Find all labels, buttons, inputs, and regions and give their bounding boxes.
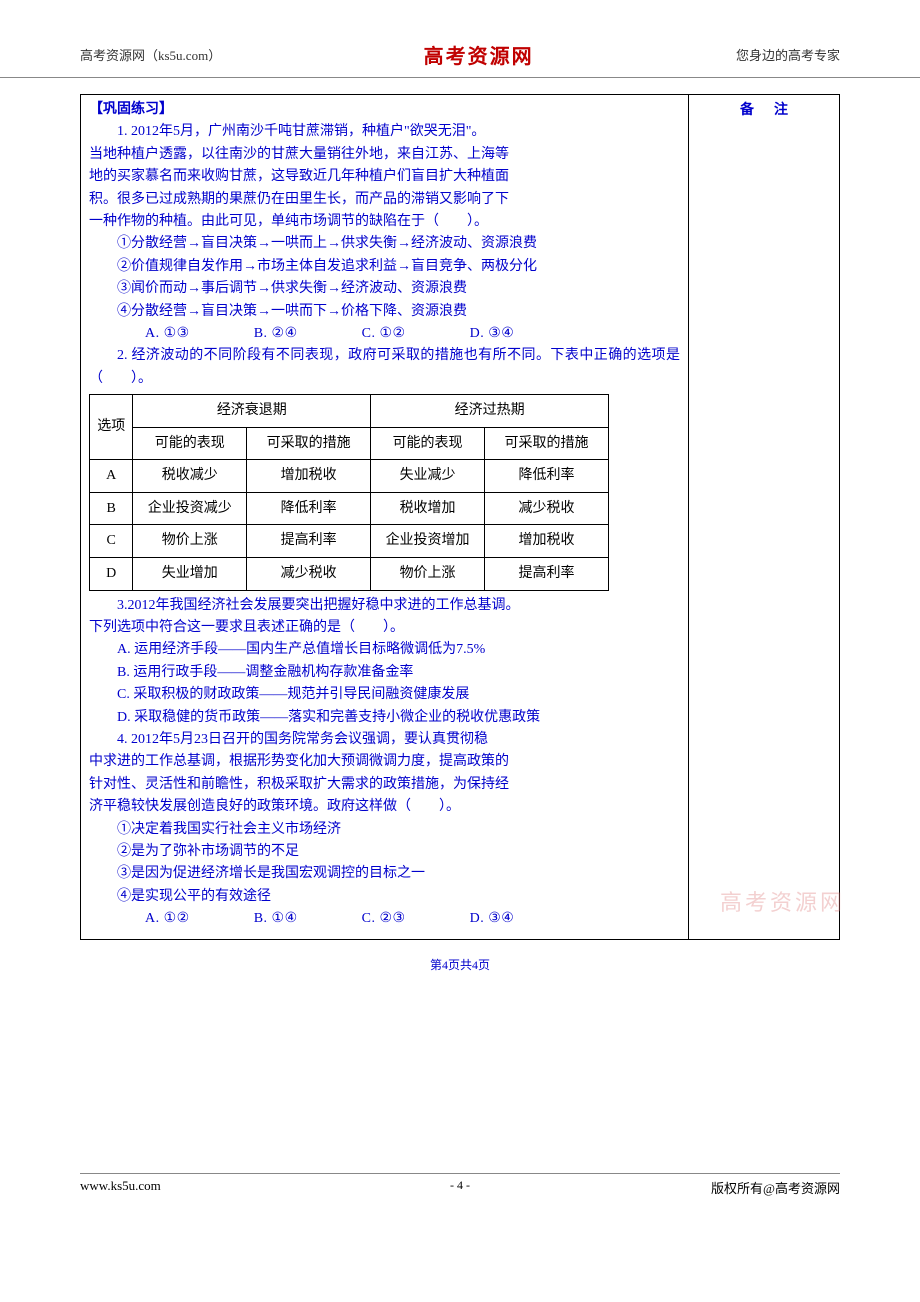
- cell: 提高利率: [247, 525, 371, 558]
- q3-opt: B. 运用行政手段——调整金融机构存款准备金率: [89, 662, 680, 684]
- cell: 减少税收: [247, 558, 371, 591]
- th-sub: 可采取的措施: [484, 427, 608, 460]
- section-title: 【巩固练习】: [89, 102, 173, 117]
- choice: A. ①③: [117, 323, 190, 345]
- cell: 增加税收: [484, 525, 608, 558]
- footer-center: - 4 -: [0, 1178, 920, 1193]
- choice: B. ①④: [226, 908, 298, 930]
- q4-opt: ③是因为促进经济增长是我国宏观调控的目标之一: [89, 863, 680, 885]
- main-frame: 【巩固练习】 1. 2012年5月，广州南沙千吨甘蔗滞销，种植户"欲哭无泪"。 …: [80, 94, 840, 940]
- th-select: 选项: [90, 395, 133, 460]
- q3-line: 下列选项中符合这一要求且表述正确的是（ ）。: [89, 617, 680, 639]
- choice: D. ③④: [442, 908, 515, 930]
- th-sub: 可采取的措施: [247, 427, 371, 460]
- q1-opt: ①分散经营→盲目决策→一哄而上→供求失衡→经济波动、资源浪费: [89, 233, 680, 255]
- row-key: B: [90, 492, 133, 525]
- page-header: 高考资源网（ks5u.com） 高考资源网 您身边的高考专家: [0, 0, 920, 78]
- header-left: 高考资源网（ks5u.com）: [80, 45, 221, 64]
- page-number-blue: 第4页共4页: [0, 956, 920, 973]
- page-footer: www.ks5u.com - 4 - 版权所有@高考资源网: [80, 1173, 840, 1197]
- q3-line: 3.2012年我国经济社会发展要突出把握好稳中求进的工作总基调。: [89, 595, 680, 617]
- row-key: D: [90, 558, 133, 591]
- q1-line: 一种作物的种植。由此可见，单纯市场调节的缺陷在于（ ）。: [89, 211, 680, 233]
- q4-opt: ②是为了弥补市场调节的不足: [89, 841, 680, 863]
- choice: A. ①②: [117, 908, 190, 930]
- q3-opt: C. 采取积极的财政政策——规范并引导民间融资健康发展: [89, 684, 680, 706]
- q1-opt: ②价值规律自发作用→市场主体自发追求利益→盲目竞争、两极分化: [89, 256, 680, 278]
- cell: 税收增加: [371, 492, 485, 525]
- cell: 企业投资减少: [133, 492, 247, 525]
- cell: 降低利率: [484, 460, 608, 493]
- choice: C. ②③: [334, 908, 406, 930]
- q1-opt: ④分散经营→盲目决策→一哄而下→价格下降、资源浪费: [89, 301, 680, 323]
- q2-stem: 2. 经济波动的不同阶段有不同表现，政府可采取的措施也有所不同。下表中正确的选项…: [89, 345, 680, 390]
- notes-header: 备注: [689, 99, 839, 119]
- q4-opt: ④是实现公平的有效途径: [89, 886, 680, 908]
- q4-line: 针对性、灵活性和前瞻性，积极采取扩大需求的政策措施，为保持经: [89, 774, 680, 796]
- q1-choices: A. ①③ B. ②④ C. ①② D. ③④: [89, 323, 680, 345]
- cell: 失业减少: [371, 460, 485, 493]
- row-key: C: [90, 525, 133, 558]
- cell: 降低利率: [247, 492, 371, 525]
- choice: B. ②④: [226, 323, 298, 345]
- cell: 失业增加: [133, 558, 247, 591]
- table-row: C 物价上涨 提高利率 企业投资增加 增加税收: [90, 525, 609, 558]
- cell: 减少税收: [484, 492, 608, 525]
- q4-line: 中求进的工作总基调，根据形势变化加大预调微调力度，提高政策的: [89, 751, 680, 773]
- header-center: 高考资源网: [424, 40, 534, 69]
- cell: 提高利率: [484, 558, 608, 591]
- q3-opt: A. 运用经济手段——国内生产总值增长目标略微调低为7.5%: [89, 639, 680, 661]
- q4-line: 济平稳较快发展创造良好的政策环境。政府这样做（ ）。: [89, 796, 680, 818]
- notes-column: 备注 高考资源网: [689, 95, 839, 939]
- choice: C. ①②: [334, 323, 406, 345]
- cell: 物价上涨: [133, 525, 247, 558]
- q4-line: 4. 2012年5月23日召开的国务院常务会议强调，要认真贯彻稳: [89, 729, 680, 751]
- q2-table: 选项 经济衰退期 经济过热期 可能的表现 可采取的措施 可能的表现 可采取的措施…: [89, 394, 609, 591]
- cell: 物价上涨: [371, 558, 485, 591]
- watermark: 高考资源网: [720, 885, 845, 917]
- choice: D. ③④: [442, 323, 515, 345]
- th-sub: 可能的表现: [371, 427, 485, 460]
- header-right: 您身边的高考专家: [736, 45, 840, 64]
- q1-line: 积。很多已过成熟期的果蔗仍在田里生长，而产品的滞销又影响了下: [89, 189, 680, 211]
- table-row: B 企业投资减少 降低利率 税收增加 减少税收: [90, 492, 609, 525]
- th-group2: 经济过热期: [371, 395, 609, 428]
- q4-choices: A. ①② B. ①④ C. ②③ D. ③④: [89, 908, 680, 930]
- cell: 企业投资增加: [371, 525, 485, 558]
- q4-opt: ①决定着我国实行社会主义市场经济: [89, 819, 680, 841]
- table-row: A 税收减少 增加税收 失业减少 降低利率: [90, 460, 609, 493]
- q1-opt: ③闻价而动→事后调节→供求失衡→经济波动、资源浪费: [89, 278, 680, 300]
- table-row: D 失业增加 减少税收 物价上涨 提高利率: [90, 558, 609, 591]
- cell: 税收减少: [133, 460, 247, 493]
- cell: 增加税收: [247, 460, 371, 493]
- th-group1: 经济衰退期: [133, 395, 371, 428]
- row-key: A: [90, 460, 133, 493]
- q1-line: 当地种植户透露，以往南沙的甘蔗大量销往外地，来自江苏、上海等: [89, 144, 680, 166]
- q1-line: 地的买家慕名而来收购甘蔗，这导致近几年种植户们盲目扩大种植面: [89, 166, 680, 188]
- q3-opt: D. 采取稳健的货币政策——落实和完善支持小微企业的税收优惠政策: [89, 707, 680, 729]
- q1-line: 1. 2012年5月，广州南沙千吨甘蔗滞销，种植户"欲哭无泪"。: [89, 121, 680, 143]
- th-sub: 可能的表现: [133, 427, 247, 460]
- content-column: 【巩固练习】 1. 2012年5月，广州南沙千吨甘蔗滞销，种植户"欲哭无泪"。 …: [81, 95, 689, 939]
